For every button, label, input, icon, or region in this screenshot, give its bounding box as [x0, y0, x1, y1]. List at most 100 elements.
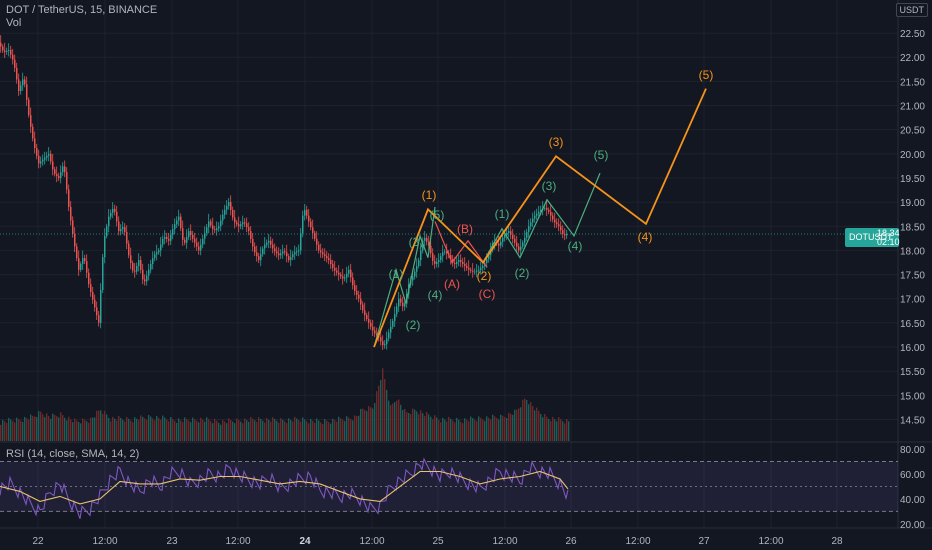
x-tick-label: 12:00 — [92, 536, 117, 547]
volume-bar — [98, 410, 100, 441]
volume-bar — [568, 421, 570, 441]
x-tick-label: 12:00 — [758, 536, 783, 547]
candle-body — [414, 271, 416, 277]
volume-bar — [554, 419, 556, 441]
volume-legend[interactable]: Vol — [6, 17, 22, 29]
candle-body — [424, 237, 426, 241]
candle-body — [316, 238, 318, 245]
wave-major-label: (4) — [638, 230, 653, 244]
volume-bar — [218, 422, 220, 441]
candle-body — [320, 250, 322, 253]
candle-body — [68, 189, 70, 207]
wave-major-line — [373, 88, 707, 348]
currency-label[interactable]: USDT — [895, 3, 928, 17]
candle-body — [222, 214, 224, 221]
volume-bar — [464, 418, 466, 441]
candle-body — [66, 172, 68, 190]
candle-body — [154, 254, 156, 259]
candle-body — [246, 223, 248, 228]
y-tick-label: 20.50 — [900, 126, 925, 137]
volume-bar — [174, 420, 176, 441]
wave-correction-label: (A) — [444, 277, 460, 291]
candle-body — [358, 294, 360, 299]
candle-body — [400, 298, 402, 303]
volume-bar — [224, 421, 226, 441]
candle-body — [324, 254, 326, 257]
candle-body — [350, 269, 352, 278]
volume-bar — [122, 419, 124, 441]
volume-bar — [252, 418, 254, 441]
volume-bar — [458, 419, 460, 441]
volume-bar — [378, 385, 380, 441]
rsi-legend[interactable]: RSI (14, close, SMA, 14, 2) — [6, 448, 140, 460]
candle-body — [522, 242, 524, 247]
volume-bar — [490, 419, 492, 441]
volume-bar — [138, 420, 140, 441]
candle-body — [278, 253, 280, 256]
candle-body — [90, 284, 92, 292]
volume-bar — [94, 417, 96, 441]
candle-body — [248, 227, 250, 232]
candle-body — [460, 260, 462, 263]
volume-bar — [232, 421, 234, 441]
candle-body — [62, 166, 64, 173]
y-tick-label: 14.50 — [900, 415, 925, 426]
volume-bar — [302, 417, 304, 441]
candle-body — [28, 99, 30, 116]
volume-bar — [170, 416, 172, 441]
volume-bar — [560, 419, 562, 441]
volume-bar — [140, 415, 142, 441]
symbol-title[interactable]: DOT / TetherUS, 15, BINANCE — [6, 4, 158, 16]
candle-body — [262, 248, 264, 255]
candle-body — [446, 251, 448, 254]
candle-body — [300, 233, 302, 251]
volume-bar — [376, 391, 378, 441]
candle-body — [480, 267, 482, 270]
volume-bar — [86, 421, 88, 441]
volume-bar — [222, 420, 224, 441]
volume-bar — [14, 422, 16, 441]
volume-bar — [344, 421, 346, 441]
volume-bar — [210, 421, 212, 441]
volume-bar — [176, 422, 178, 441]
volume-bar — [136, 418, 138, 441]
volume-bar — [90, 417, 92, 441]
candle-body — [326, 256, 328, 259]
candle-body — [14, 59, 16, 68]
volume-bar — [338, 416, 340, 441]
candle-body — [442, 252, 444, 257]
volume-bar — [260, 418, 262, 441]
candle-body — [298, 250, 300, 252]
candle-body — [182, 228, 184, 240]
candle-body — [238, 224, 240, 227]
y-tick-label: 22.00 — [900, 53, 925, 64]
volume-bar — [288, 418, 290, 441]
volume-bar — [80, 423, 82, 441]
volume-bar — [270, 421, 272, 441]
candle-body — [464, 263, 466, 266]
volume-bar — [148, 414, 150, 441]
candle-body — [40, 161, 42, 164]
candle-body — [418, 260, 420, 266]
candle-body — [268, 240, 270, 243]
volume-bar — [308, 423, 310, 441]
rsi-tick-label: 60.00 — [900, 470, 925, 481]
volume-bar — [16, 417, 18, 441]
volume-bar — [220, 424, 222, 441]
volume-bar — [518, 408, 520, 441]
volume-bar — [296, 418, 298, 441]
volume-bar — [372, 408, 374, 441]
candle-body — [112, 208, 114, 213]
candle-body — [148, 269, 150, 276]
candle-body — [420, 250, 422, 261]
volume-bar — [508, 412, 510, 441]
volume-bar — [330, 423, 332, 441]
candle-body — [330, 260, 332, 264]
volume-bar — [534, 410, 536, 441]
volume-bar — [24, 416, 26, 441]
y-tick-label: 18.00 — [900, 246, 925, 257]
candle-body — [506, 233, 508, 235]
y-tick-label: 17.00 — [900, 295, 925, 306]
volume-bar — [22, 421, 24, 441]
